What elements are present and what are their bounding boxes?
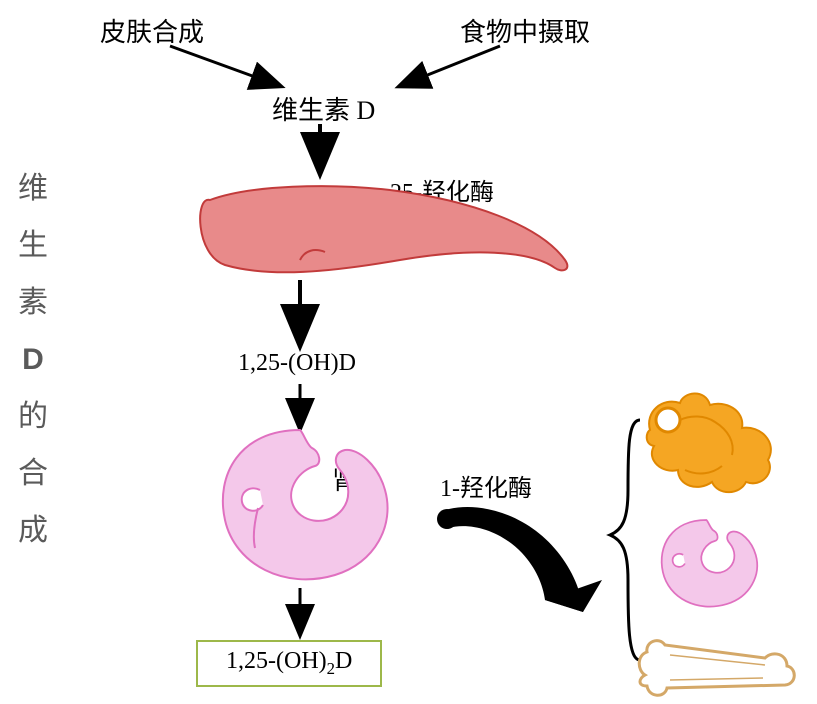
brace-icon xyxy=(610,420,640,660)
kidney-small-icon xyxy=(662,520,758,607)
bone-icon xyxy=(639,641,794,696)
kidney-icon xyxy=(223,430,388,579)
curved-arrow-icon xyxy=(437,507,602,612)
intestine-icon xyxy=(647,393,771,492)
diagram-canvas xyxy=(0,0,817,704)
liver-icon xyxy=(200,186,567,272)
arrow-skin-to-vitd xyxy=(170,46,280,86)
arrow-food-to-vitd xyxy=(400,46,500,86)
